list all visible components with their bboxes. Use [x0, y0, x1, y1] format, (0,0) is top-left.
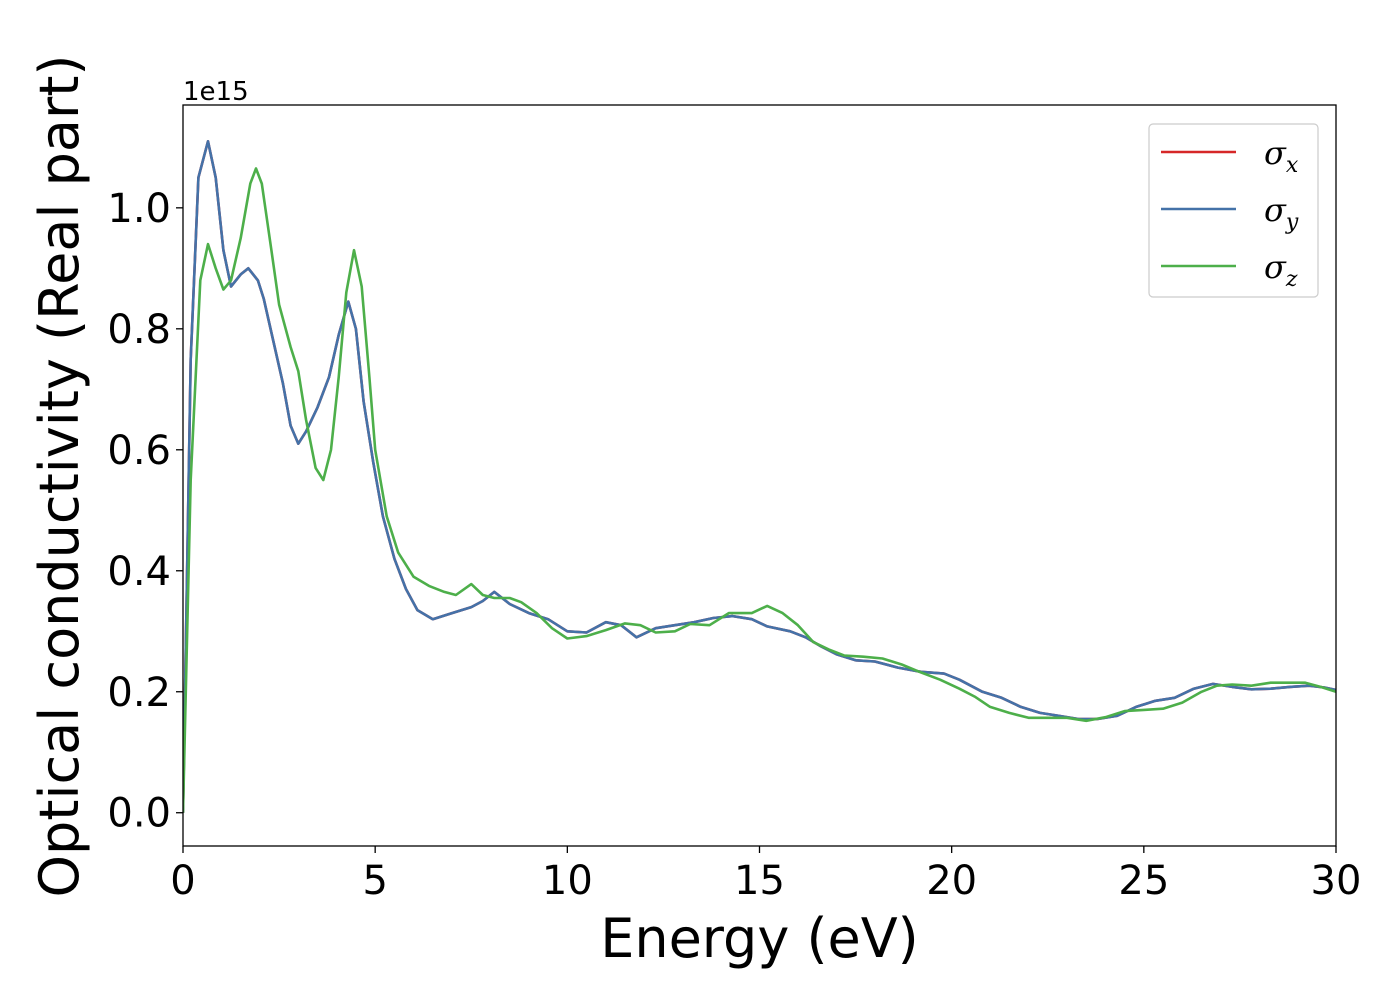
x-tick-label: 20 — [926, 858, 977, 904]
legend: σx σy σz — [1148, 123, 1319, 298]
legend-label-z: σz — [1264, 248, 1298, 292]
x-axis-label: Energy (eV) — [600, 907, 919, 970]
y-tick-label: 1.0 — [107, 186, 171, 232]
series-line-z — [183, 167, 1336, 813]
x-tick-label: 30 — [1311, 858, 1362, 904]
y-tick-label: 0.8 — [107, 307, 171, 353]
y-tick-label: 0.0 — [107, 791, 171, 837]
y-tick-label: 0.4 — [107, 549, 171, 595]
y-axis-offset-label: 1e15 — [183, 77, 249, 107]
x-tick-label: 15 — [734, 858, 785, 904]
y-tick-label: 0.2 — [107, 670, 171, 716]
y-tick-label: 0.6 — [107, 428, 171, 474]
legend-label-x: σx — [1264, 134, 1299, 178]
legend-box — [1148, 123, 1319, 298]
x-tick-label: 25 — [1118, 858, 1169, 904]
x-axis-ticks: 0 5 10 15 20 25 30 — [170, 846, 1361, 904]
x-tick-label: 10 — [542, 858, 593, 904]
legend-label-y: σy — [1264, 191, 1299, 235]
x-tick-label: 5 — [362, 858, 387, 904]
y-axis-ticks: 0.0 0.2 0.4 0.6 0.8 1.0 — [107, 186, 183, 837]
x-tick-label: 0 — [170, 858, 195, 904]
y-axis-label: Optical conductivity (Real part) — [28, 55, 91, 898]
